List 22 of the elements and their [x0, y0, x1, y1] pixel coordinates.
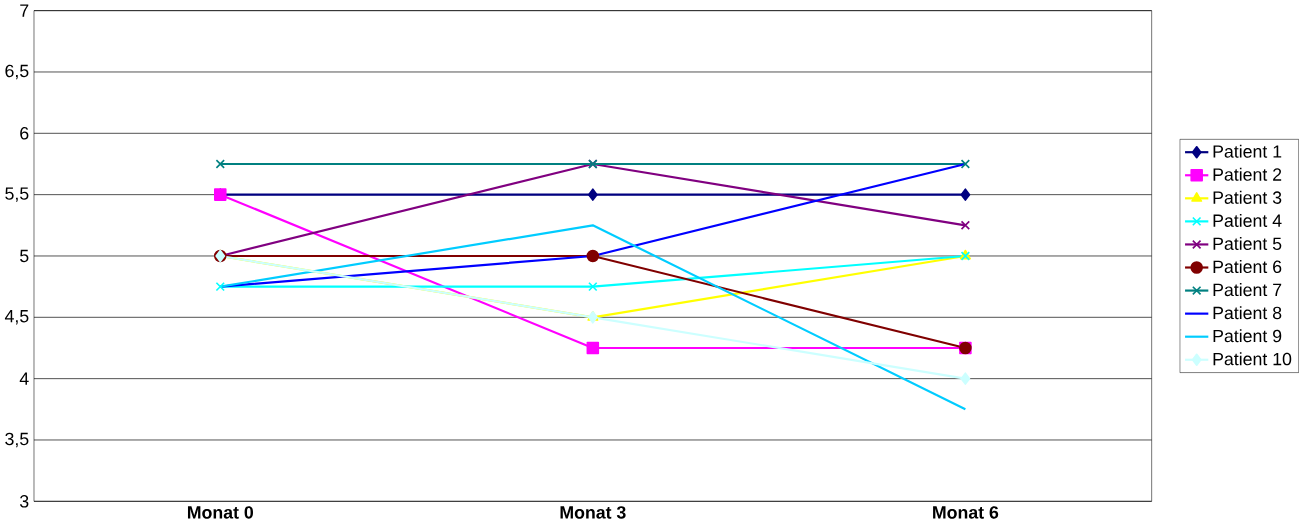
- y-tick-label: 4,5: [4, 309, 29, 325]
- x-tick-label: Monat 3: [560, 506, 626, 519]
- legend-label: Patient 8: [1213, 306, 1282, 320]
- legend-label: Patient 2: [1213, 167, 1282, 181]
- legend-label: Patient 3: [1213, 190, 1282, 204]
- x-tick-label: Monat 6: [933, 506, 999, 519]
- y-tick-label: 3: [20, 494, 29, 508]
- y-tick-label: 5,5: [5, 187, 29, 202]
- legend-label: Patient 1: [1213, 144, 1282, 158]
- y-tick-label: 4: [19, 372, 29, 385]
- legend-label: Patient 6: [1213, 259, 1282, 273]
- y-tick-label: 6: [20, 126, 29, 140]
- legend-label: Patient 5: [1213, 236, 1282, 250]
- x-tick-label: Monat 0: [187, 506, 253, 519]
- y-tick-label: 3,5: [5, 432, 29, 448]
- legend-label: Patient 7: [1213, 283, 1282, 297]
- legend-label: Patient 4: [1213, 213, 1282, 227]
- legend-label: Patient 10: [1213, 352, 1292, 366]
- legend-label: Patient 9: [1213, 329, 1282, 343]
- y-tick-label: 7: [20, 4, 29, 17]
- y-tick-label: 5: [20, 249, 29, 263]
- y-tick-label: 6,5: [5, 64, 29, 80]
